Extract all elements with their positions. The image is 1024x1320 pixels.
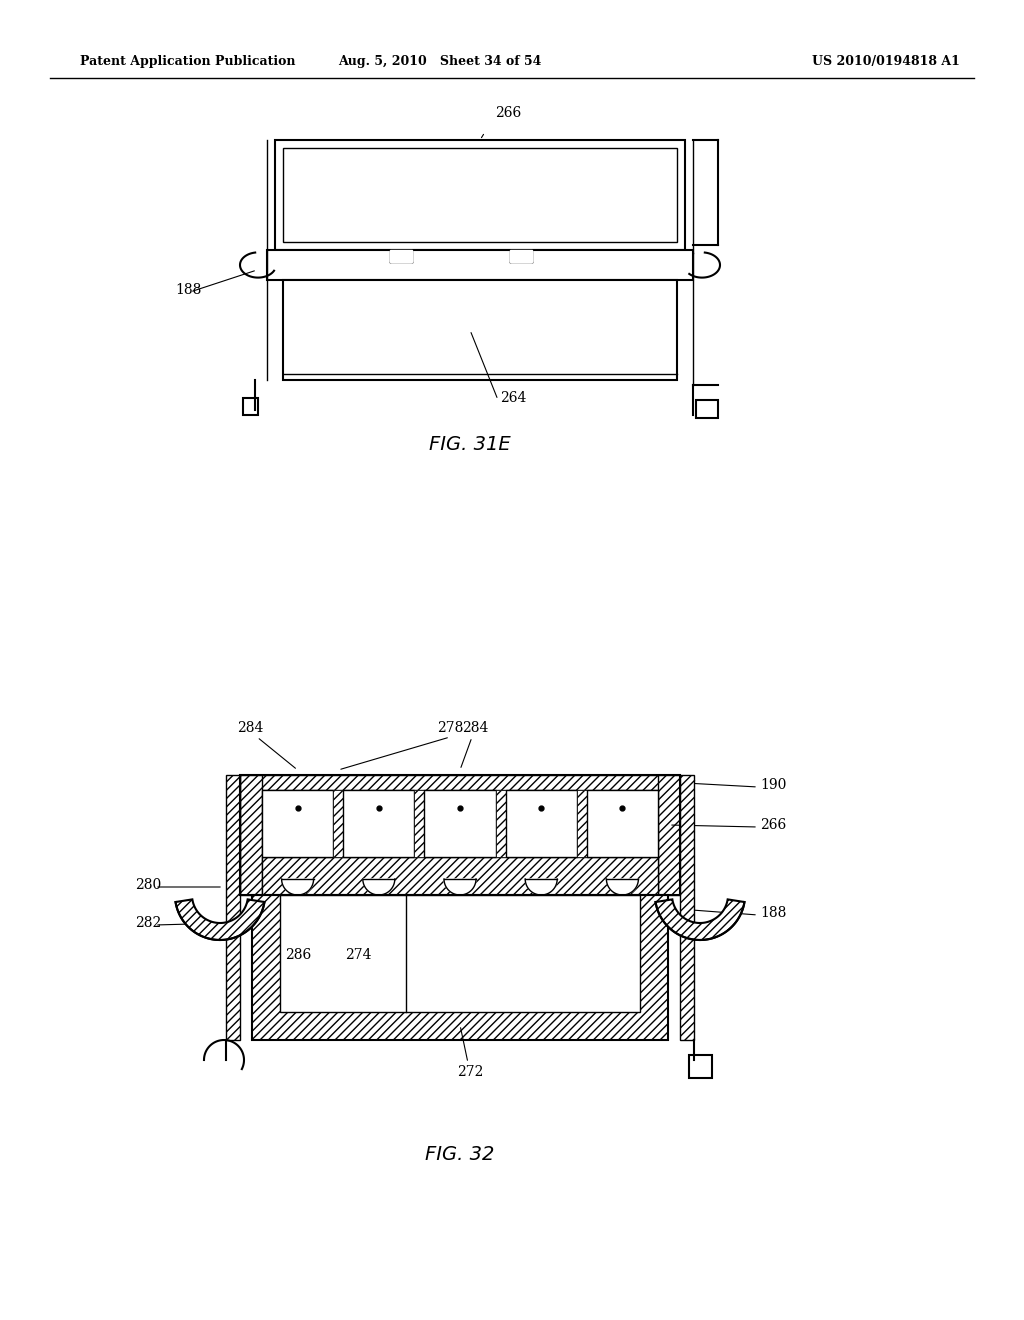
- Text: 188: 188: [760, 906, 786, 920]
- Polygon shape: [587, 789, 658, 857]
- Text: 272: 272: [457, 1065, 483, 1078]
- Text: Patent Application Publication: Patent Application Publication: [80, 55, 296, 69]
- Text: FIG. 32: FIG. 32: [425, 1144, 495, 1164]
- Polygon shape: [444, 879, 476, 895]
- Text: FIG. 31E: FIG. 31E: [429, 436, 511, 454]
- Polygon shape: [252, 895, 668, 1040]
- Polygon shape: [696, 400, 718, 418]
- Polygon shape: [262, 789, 333, 857]
- Polygon shape: [525, 879, 557, 895]
- Text: 266: 266: [495, 106, 521, 120]
- Polygon shape: [343, 789, 415, 857]
- Text: 190: 190: [760, 777, 786, 792]
- Polygon shape: [282, 879, 313, 895]
- Text: 280: 280: [135, 878, 161, 892]
- Text: 284: 284: [462, 721, 488, 735]
- Polygon shape: [175, 899, 264, 940]
- Polygon shape: [496, 789, 506, 857]
- Text: 278: 278: [437, 721, 463, 735]
- Polygon shape: [510, 249, 532, 261]
- Polygon shape: [240, 775, 262, 895]
- Polygon shape: [243, 399, 258, 414]
- Text: 286: 286: [285, 948, 311, 962]
- Polygon shape: [262, 857, 658, 895]
- Polygon shape: [658, 775, 680, 895]
- Polygon shape: [506, 789, 577, 857]
- Polygon shape: [510, 280, 532, 300]
- Polygon shape: [283, 280, 677, 380]
- Polygon shape: [280, 895, 640, 1012]
- Polygon shape: [689, 1055, 712, 1078]
- Text: 274: 274: [345, 948, 372, 962]
- Polygon shape: [390, 280, 412, 300]
- Polygon shape: [680, 775, 694, 1040]
- Text: 264: 264: [500, 391, 526, 405]
- Text: 282: 282: [135, 916, 161, 931]
- Polygon shape: [415, 789, 424, 857]
- Text: US 2010/0194818 A1: US 2010/0194818 A1: [812, 55, 961, 69]
- Polygon shape: [226, 775, 240, 1040]
- Polygon shape: [577, 789, 587, 857]
- Polygon shape: [283, 148, 677, 242]
- Text: Aug. 5, 2010   Sheet 34 of 54: Aug. 5, 2010 Sheet 34 of 54: [338, 55, 542, 69]
- Polygon shape: [362, 879, 395, 895]
- Polygon shape: [275, 140, 685, 249]
- Text: 188: 188: [175, 282, 202, 297]
- Text: 266: 266: [760, 818, 786, 832]
- Polygon shape: [240, 775, 680, 789]
- Text: 284: 284: [237, 721, 263, 735]
- Polygon shape: [175, 899, 264, 940]
- Polygon shape: [424, 789, 496, 857]
- Polygon shape: [333, 789, 343, 857]
- Polygon shape: [390, 249, 412, 261]
- Polygon shape: [655, 899, 744, 940]
- Polygon shape: [606, 879, 638, 895]
- Polygon shape: [267, 249, 693, 280]
